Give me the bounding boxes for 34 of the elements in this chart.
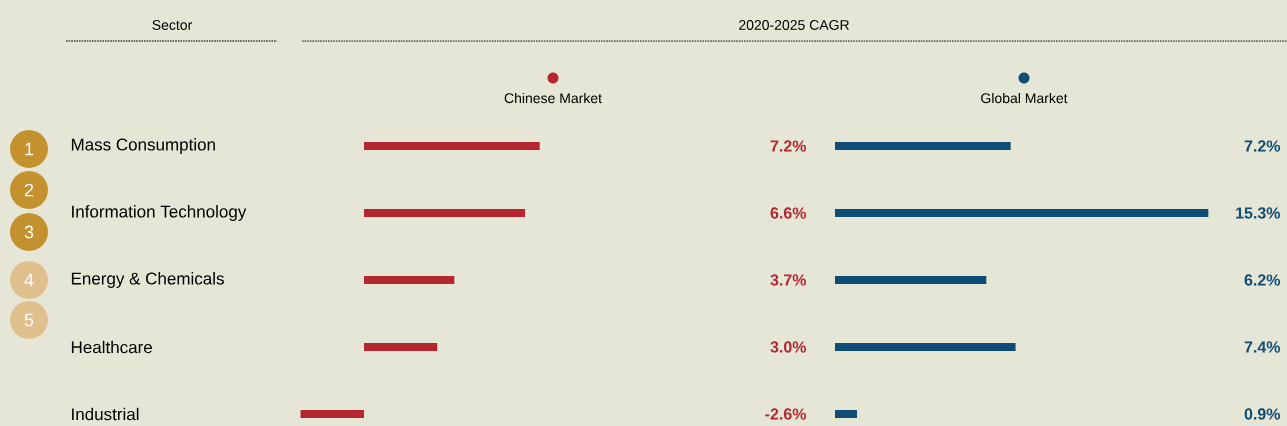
text: 4 — [24, 273, 34, 287]
text: 2020-2025 CAGR — [739, 20, 849, 30]
data-label: 7.2% — [1244, 140, 1281, 152]
bar — [364, 209, 526, 217]
bar — [835, 209, 1209, 217]
text: 3 — [24, 225, 34, 239]
data-label: 0.9% — [1244, 408, 1281, 420]
data-label: 6.2% — [1244, 274, 1281, 286]
bar — [364, 276, 455, 284]
y-tick-label: Healthcare — [71, 340, 152, 354]
chart-title: Global Market — [981, 92, 1068, 104]
bar — [835, 410, 857, 419]
y-tick-label: Industrial — [72, 407, 139, 421]
bar — [835, 142, 1011, 150]
y-tick-label: Information Technology — [72, 205, 247, 221]
y-tick-label: Mass Consumption — [71, 138, 215, 154]
bar — [364, 343, 438, 351]
text: 1 — [25, 142, 34, 156]
chart-title: Chinese Market — [504, 92, 602, 104]
bar — [835, 276, 987, 284]
bar — [364, 142, 540, 150]
data-label: 15.3% — [1236, 207, 1281, 219]
data-label: 3.7% — [770, 274, 807, 286]
data-label: 6.6% — [770, 207, 807, 219]
text: 5 — [24, 313, 34, 327]
data-label: 7.4% — [1244, 341, 1281, 353]
bar — [835, 343, 1016, 351]
bar — [300, 410, 364, 419]
y-axis-title: Sector — [152, 20, 193, 30]
data-label: 3.0% — [770, 341, 807, 353]
data-label: -2.6% — [765, 408, 807, 420]
text: 2 — [24, 183, 34, 197]
y-tick-label: Energy & Chemicals — [71, 272, 224, 288]
data-label: 7.2% — [770, 140, 807, 152]
